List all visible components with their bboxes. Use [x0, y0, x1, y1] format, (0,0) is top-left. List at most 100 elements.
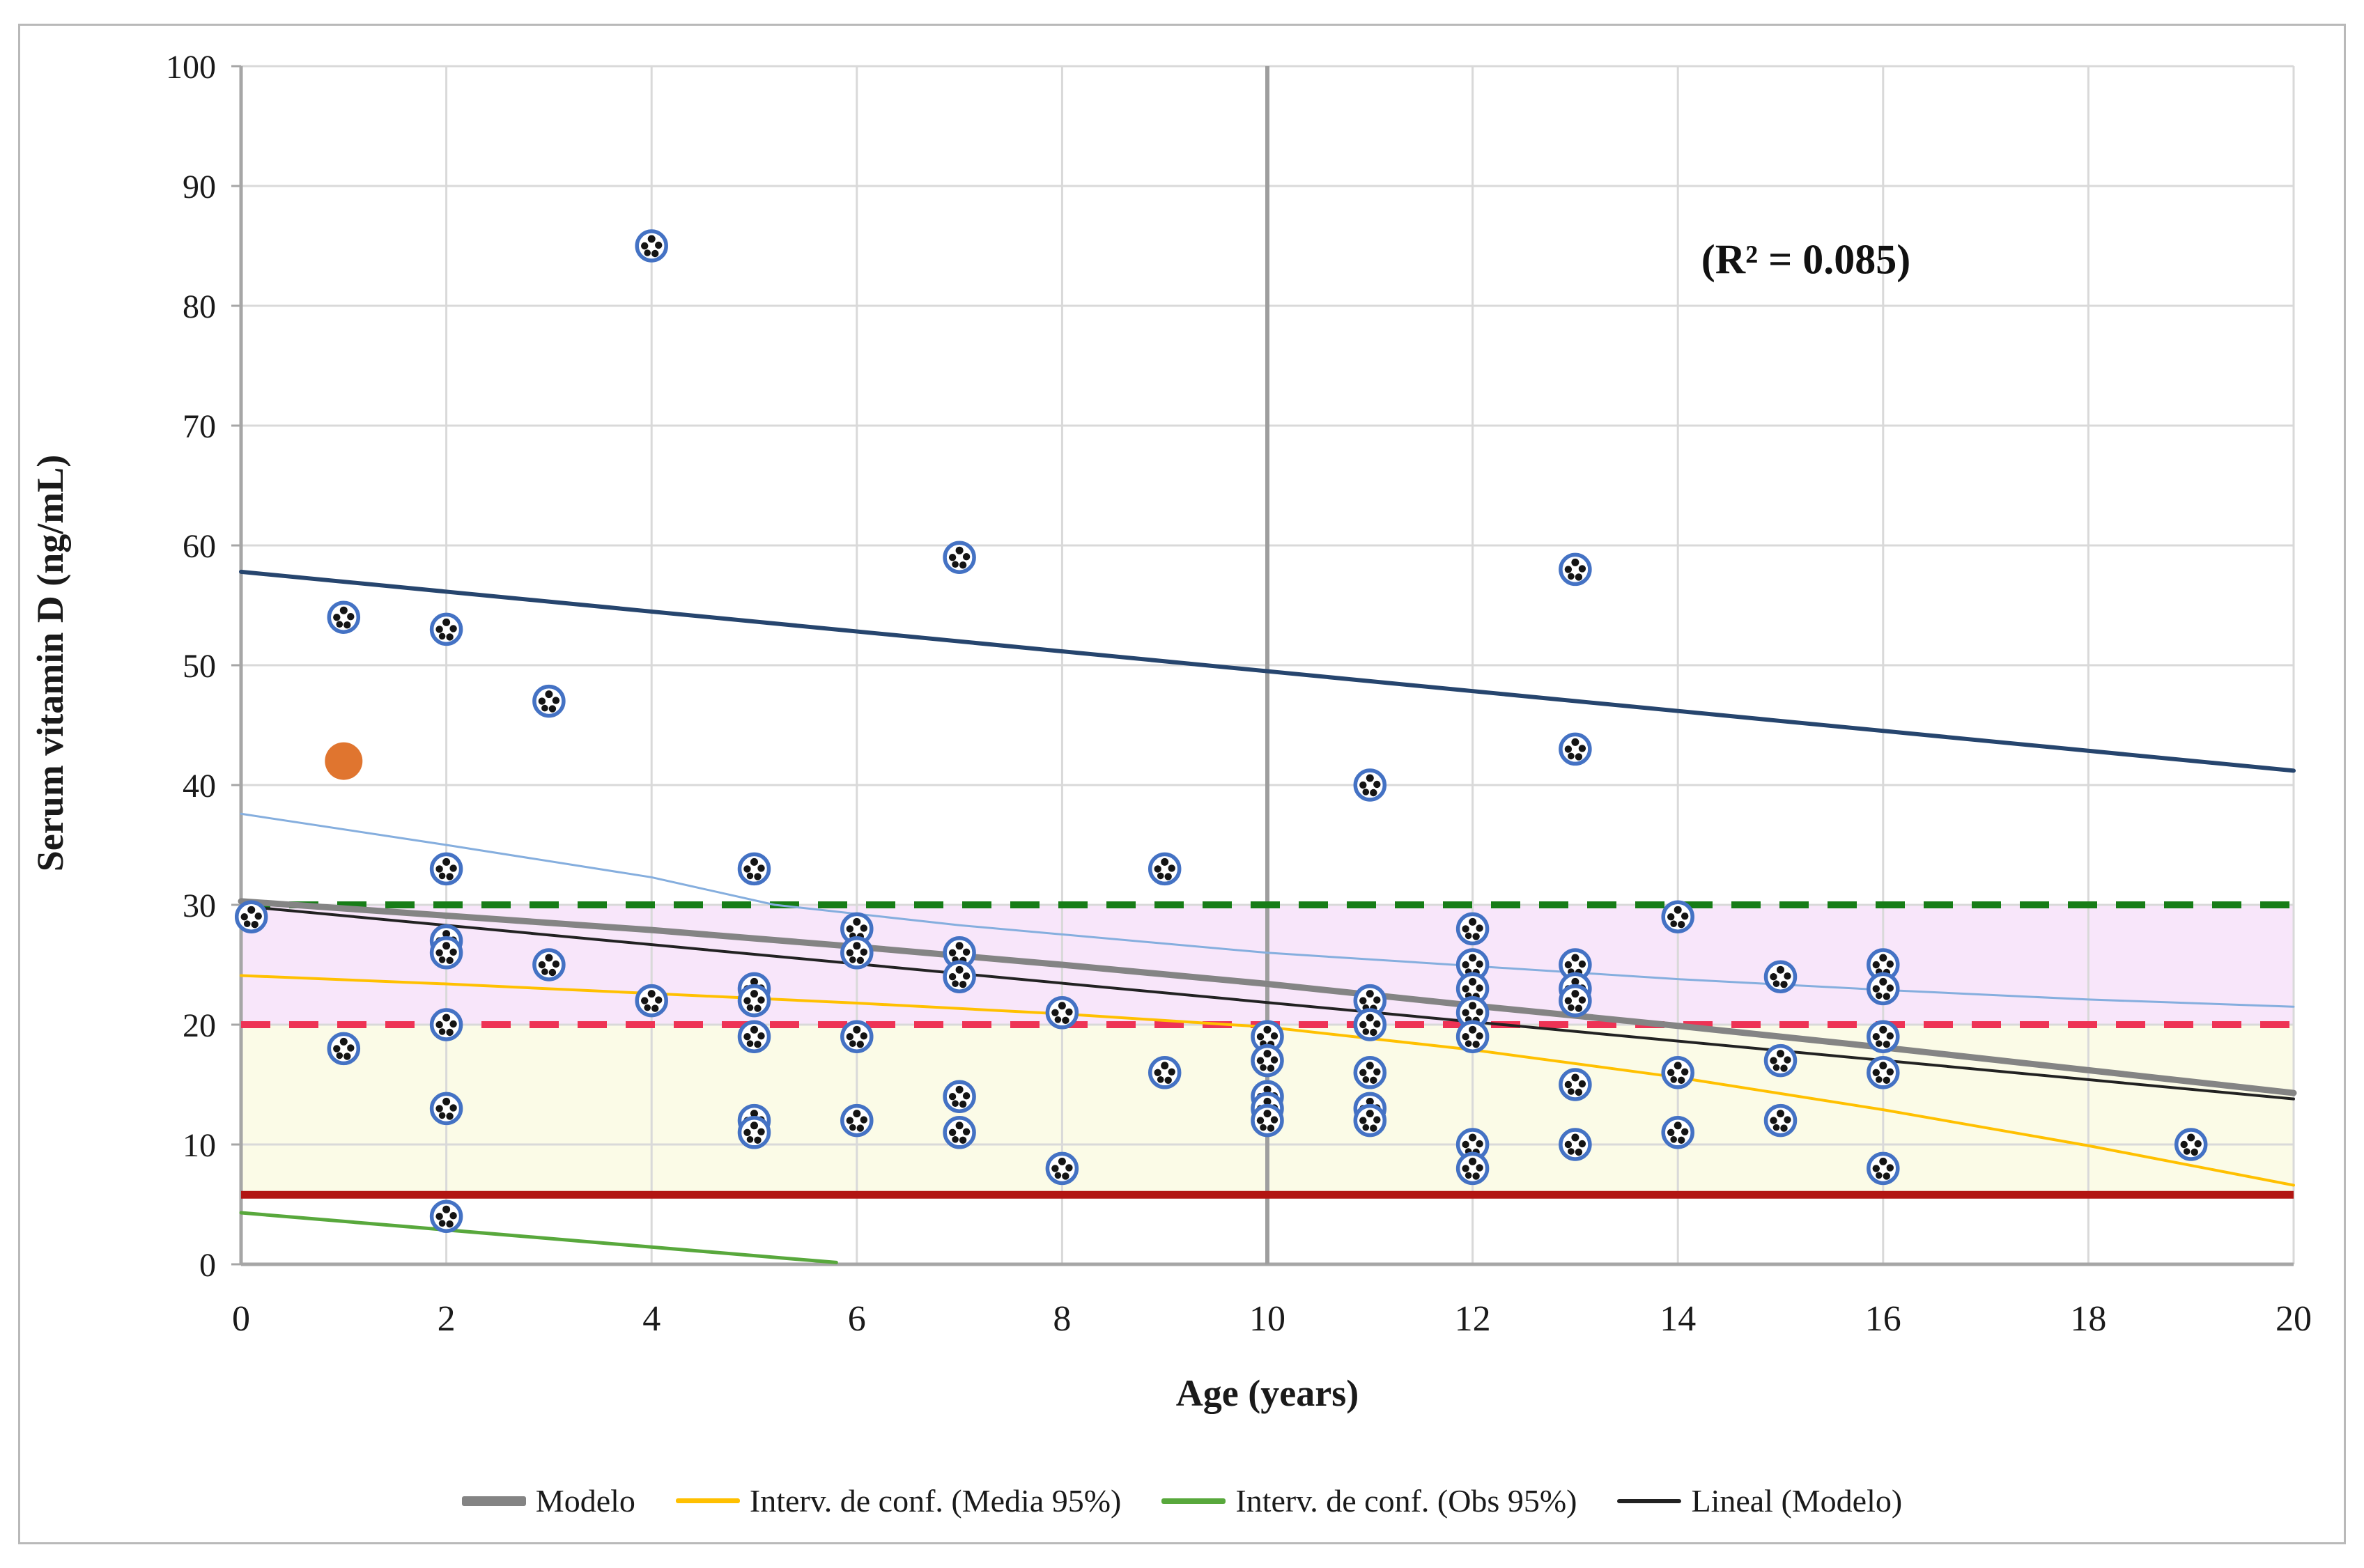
x-tick-label-14: 14	[1660, 1299, 1696, 1339]
x-tick-label-18: 18	[2070, 1299, 2106, 1339]
legend-label-0: Modelo	[535, 1483, 635, 1519]
obs-ci-lower-green	[239, 1211, 838, 1264]
data-point-9-16	[1150, 1058, 1180, 1087]
x-axis-title: Age (years)	[1175, 1372, 1359, 1414]
y-tick-label-70: 70	[183, 408, 216, 445]
data-point-14-29	[1663, 902, 1692, 931]
y-axis-title: Serum vitamin D (ng/mL)	[29, 454, 71, 872]
modelo-gray	[238, 898, 2297, 1096]
figure-border	[18, 24, 2346, 1544]
legend-swatch-1	[675, 1498, 740, 1503]
data-point-10-17	[1253, 1046, 1282, 1076]
y-tick-label-10: 10	[183, 1127, 216, 1164]
legend-swatch-3	[1617, 1498, 1682, 1503]
data-point-16-8	[1869, 1154, 1898, 1183]
y-tick-label-0: 0	[199, 1247, 216, 1284]
y-tick-label-90: 90	[183, 169, 216, 205]
data-point-6-26	[842, 938, 872, 968]
legend-item-0: Modelo	[461, 1482, 635, 1519]
data-point-12-28	[1458, 914, 1488, 943]
legend-item-2: Interv. de conf. (Obs 95%)	[1161, 1482, 1577, 1519]
obs-ci-upper-navy	[239, 569, 2296, 773]
data-point-3-25	[534, 950, 564, 979]
data-point-2-20	[432, 1010, 461, 1039]
data-point-13-15	[1561, 1070, 1590, 1099]
data-point-0.1-29	[237, 902, 266, 931]
legend-item-1: Interv. de conf. (Media 95%)	[675, 1482, 1122, 1519]
data-point-7-14	[945, 1082, 974, 1111]
data-point-2-33	[432, 854, 461, 883]
data-point-8-21	[1047, 998, 1076, 1027]
legend-item-3: Lineal (Modelo)	[1617, 1482, 1902, 1519]
data-point-3-47	[534, 687, 564, 716]
y-tick-label-40: 40	[183, 768, 216, 805]
data-point-8-8	[1047, 1154, 1076, 1183]
data-point-13-43	[1561, 734, 1590, 763]
media-ci-upper-lightblue	[240, 812, 2295, 1008]
data-point-12-19	[1458, 1022, 1488, 1051]
data-point-7-11	[945, 1118, 974, 1147]
legend-label-3: Lineal (Modelo)	[1691, 1483, 1903, 1519]
x-tick-label-6: 6	[848, 1299, 866, 1339]
legend: Modelo Interv. de conf. (Media 95%) Interv…	[0, 1482, 2364, 1519]
data-point-5-22	[740, 986, 769, 1016]
data-point-15-12	[1766, 1106, 1795, 1135]
data-point-15-17	[1766, 1046, 1795, 1076]
data-point-14-11	[1663, 1118, 1692, 1147]
data-point-16-16	[1869, 1058, 1898, 1087]
data-point-2-13	[432, 1094, 461, 1123]
data-point-2-4	[432, 1202, 461, 1231]
y-tick-label-30: 30	[183, 887, 216, 924]
data-point-11-40	[1355, 770, 1384, 800]
x-tick-label-16: 16	[1865, 1299, 1901, 1339]
data-point-9-33	[1150, 854, 1180, 883]
data-point-10-12	[1253, 1106, 1282, 1135]
data-point-12-8	[1458, 1154, 1488, 1183]
data-point-7-59	[945, 543, 974, 572]
legend-label-1: Interv. de conf. (Media 95%)	[749, 1483, 1122, 1519]
data-point-16-19	[1869, 1022, 1898, 1051]
y-tick-label-60: 60	[183, 528, 216, 565]
data-point-7-24	[945, 962, 974, 991]
data-point-14-16	[1663, 1058, 1692, 1087]
x-tick-label-12: 12	[1455, 1299, 1491, 1339]
data-point-5-19	[740, 1022, 769, 1051]
x-tick-label-4: 4	[642, 1299, 660, 1339]
x-tick-label-20: 20	[2276, 1299, 2312, 1339]
data-point-6-19	[842, 1022, 872, 1051]
r-squared-annotation: (R² = 0.085)	[1701, 236, 1911, 283]
data-point-4-85	[637, 231, 666, 261]
highlight-point	[325, 742, 363, 780]
x-tick-label-2: 2	[438, 1299, 456, 1339]
data-point-11-16	[1355, 1058, 1384, 1087]
data-point-4-22	[637, 986, 666, 1016]
x-tick-label-8: 8	[1053, 1299, 1071, 1339]
data-point-1-54	[329, 603, 358, 632]
lineal-modelo-black	[240, 904, 2295, 1101]
y-tick-label-20: 20	[183, 1007, 216, 1044]
data-point-1-18	[329, 1034, 358, 1063]
data-point-6-12	[842, 1106, 872, 1135]
data-point-15-24	[1766, 962, 1795, 991]
data-point-11-20	[1355, 1010, 1384, 1039]
y-tick-label-50: 50	[183, 648, 216, 685]
data-point-13-58	[1561, 554, 1590, 584]
data-point-16-23	[1869, 974, 1898, 1003]
x-tick-label-0: 0	[232, 1299, 250, 1339]
y-tick-label-100: 100	[166, 49, 216, 86]
data-point-2-26	[432, 938, 461, 968]
data-point-5-33	[740, 854, 769, 883]
data-point-19-10	[2177, 1130, 2206, 1159]
data-point-13-22	[1561, 986, 1590, 1016]
data-point-5-11	[740, 1118, 769, 1147]
legend-swatch-0	[461, 1496, 526, 1506]
x-tick-label-10: 10	[1249, 1299, 1285, 1339]
data-point-2-53	[432, 614, 461, 644]
legend-label-2: Interv. de conf. (Obs 95%)	[1235, 1483, 1577, 1519]
y-tick-label-80: 80	[183, 288, 216, 325]
data-point-13-10	[1561, 1130, 1590, 1159]
data-point-11-12	[1355, 1106, 1384, 1135]
legend-swatch-2	[1161, 1498, 1226, 1504]
